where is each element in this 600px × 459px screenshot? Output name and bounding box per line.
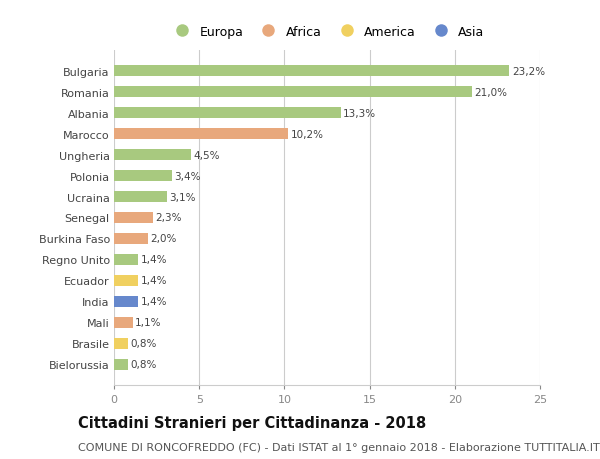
Bar [114, 317, 133, 329]
Text: 2,0%: 2,0% [151, 234, 177, 244]
Legend: Europa, Africa, America, Asia: Europa, Africa, America, Asia [167, 23, 487, 41]
Bar [114, 87, 472, 98]
Bar [114, 107, 341, 119]
Text: 10,2%: 10,2% [290, 129, 323, 139]
Bar [114, 66, 509, 77]
Bar [114, 212, 153, 224]
Text: 1,4%: 1,4% [140, 255, 167, 265]
Text: 3,4%: 3,4% [175, 171, 201, 181]
Bar [114, 233, 148, 245]
Text: 13,3%: 13,3% [343, 108, 376, 118]
Text: 4,5%: 4,5% [193, 150, 220, 160]
Bar [114, 359, 128, 370]
Text: 23,2%: 23,2% [512, 67, 545, 77]
Bar [114, 296, 138, 308]
Text: COMUNE DI RONCOFREDDO (FC) - Dati ISTAT al 1° gennaio 2018 - Elaborazione TUTTIT: COMUNE DI RONCOFREDDO (FC) - Dati ISTAT … [78, 442, 600, 452]
Text: 1,4%: 1,4% [140, 276, 167, 286]
Text: Cittadini Stranieri per Cittadinanza - 2018: Cittadini Stranieri per Cittadinanza - 2… [78, 415, 426, 431]
Bar [114, 191, 167, 203]
Text: 0,8%: 0,8% [130, 359, 157, 369]
Text: 2,3%: 2,3% [156, 213, 182, 223]
Text: 1,4%: 1,4% [140, 297, 167, 307]
Bar [114, 254, 138, 266]
Bar [114, 129, 288, 140]
Text: 3,1%: 3,1% [169, 192, 196, 202]
Text: 1,1%: 1,1% [136, 318, 162, 328]
Bar [114, 275, 138, 286]
Bar [114, 170, 172, 182]
Bar [114, 338, 128, 349]
Bar [114, 150, 191, 161]
Text: 0,8%: 0,8% [130, 339, 157, 349]
Text: 21,0%: 21,0% [475, 87, 508, 97]
